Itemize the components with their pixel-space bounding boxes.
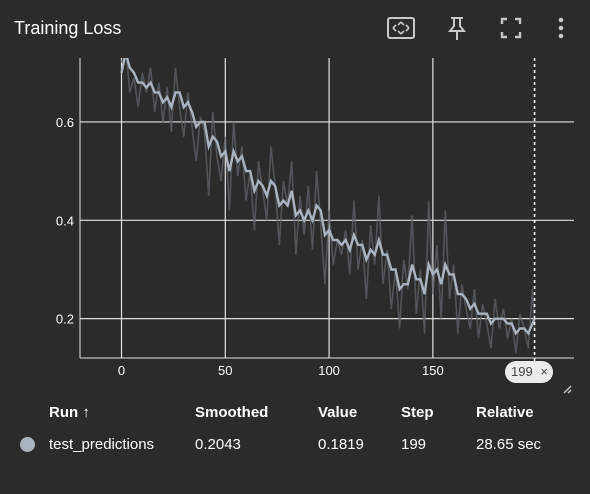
x-tick-label: 0: [118, 363, 125, 378]
close-icon[interactable]: ×: [540, 364, 548, 379]
col-header-run[interactable]: Run ↑: [49, 404, 90, 421]
run-name: test_predictions: [49, 436, 155, 453]
y-tick-label: 0.2: [56, 312, 74, 327]
x-tick-label: 100: [318, 363, 340, 378]
card-toolbar: [386, 14, 576, 42]
col-header-relative[interactable]: Relative: [476, 404, 534, 421]
col-header-step[interactable]: Step: [401, 404, 434, 421]
loss-chart[interactable]: 0 50 100 150 0.2 0.4 0.6: [0, 56, 590, 386]
run-smoothed: 0.2043: [195, 436, 241, 453]
col-header-smoothed[interactable]: Smoothed: [195, 404, 269, 421]
x-tick-label: 150: [422, 363, 444, 378]
raw-series-line: [120, 58, 536, 354]
fullscreen-icon[interactable]: [496, 14, 526, 42]
fit-domain-icon[interactable]: [386, 14, 416, 42]
run-relative: 28.65 sec: [476, 436, 542, 453]
more-vert-icon[interactable]: [546, 14, 576, 42]
run-value: 0.1819: [318, 436, 364, 453]
y-tick-label: 0.4: [56, 213, 74, 228]
resize-handle-icon[interactable]: [562, 384, 572, 394]
smoothed-series-line: [120, 58, 536, 336]
step-badge[interactable]: 199 ×: [505, 361, 553, 383]
col-header-value[interactable]: Value: [318, 404, 358, 421]
run-color-swatch[interactable]: [20, 437, 35, 452]
y-tick-label: 0.6: [56, 115, 74, 130]
pin-icon[interactable]: [442, 14, 472, 42]
x-tick-label: 50: [218, 363, 232, 378]
step-badge-value: 199: [511, 364, 533, 379]
chart-title: Training Loss: [14, 18, 122, 38]
run-step: 199: [401, 436, 427, 453]
